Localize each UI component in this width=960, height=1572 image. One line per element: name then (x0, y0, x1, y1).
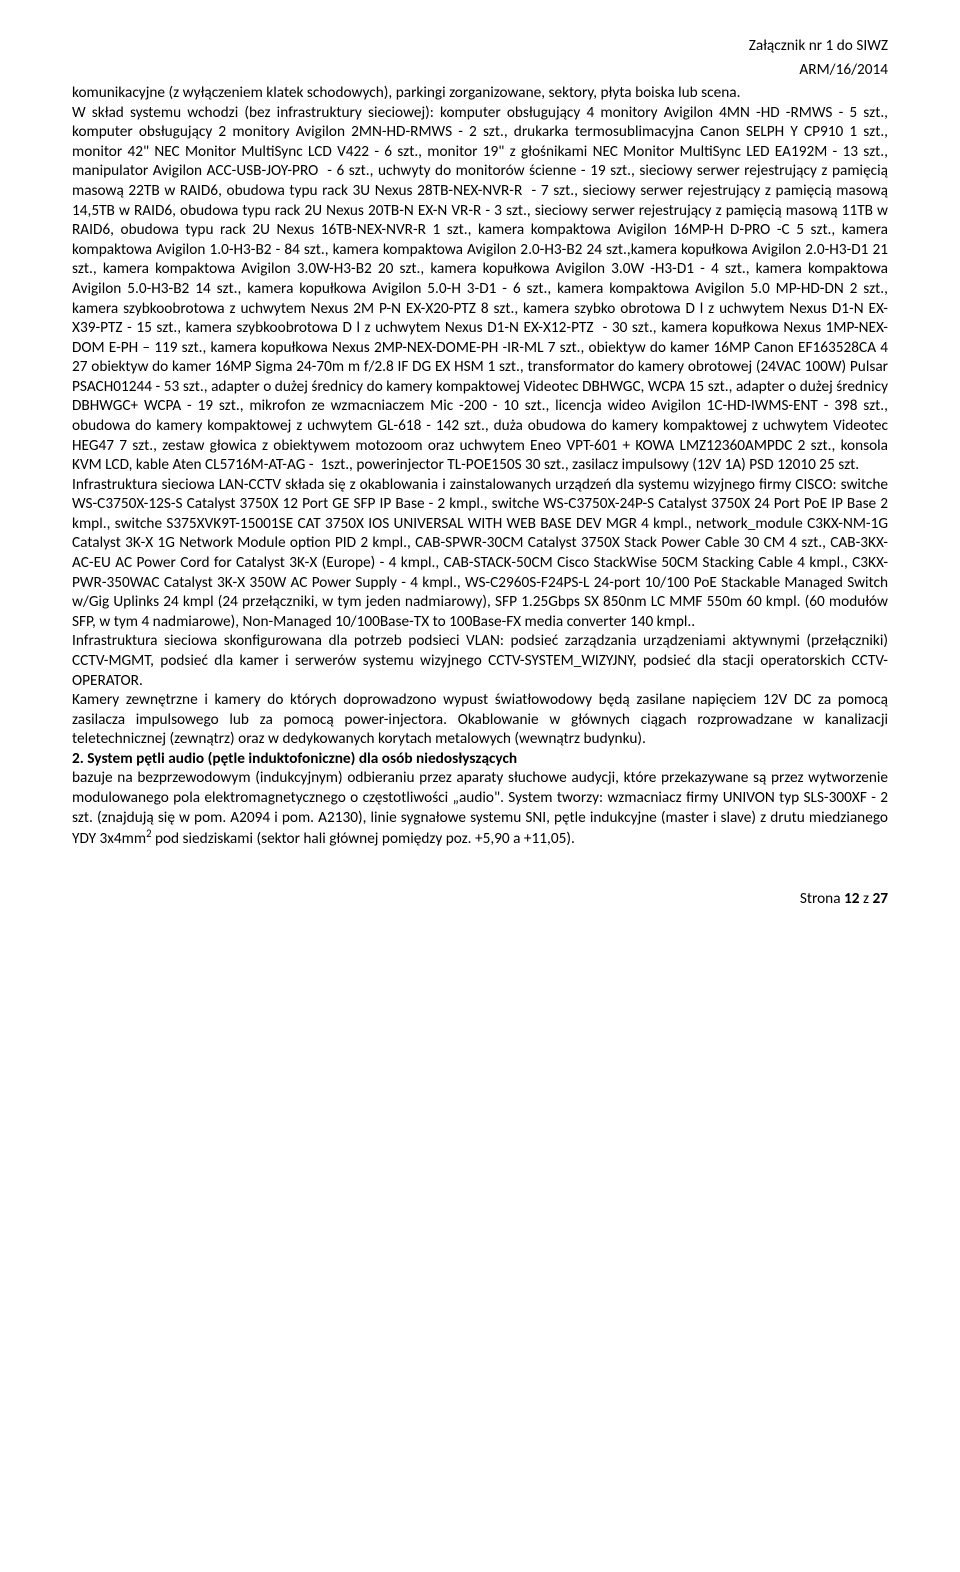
paragraph-6: bazuje na bezprzewodowym (indukcyjnym) o… (72, 768, 888, 848)
header-line2: ARM/16/2014 (72, 60, 888, 80)
page-footer: Strona 12 z 27 (72, 889, 888, 909)
paragraph-4: Infrastruktura sieciowa skonfigurowana d… (72, 631, 888, 690)
heading-2: 2. System pętli audio (pętle induktofoni… (72, 749, 888, 769)
header-line1: Załącznik nr 1 do SIWZ (72, 36, 888, 56)
paragraph-3: Infrastruktura sieciowa LAN-CCTV składa … (72, 475, 888, 632)
paragraph-5: Kamery zewnętrzne i kamery do których do… (72, 690, 888, 749)
paragraph-1: komunikacyjne (z wyłączeniem klatek scho… (72, 83, 888, 103)
paragraph-2: W skład systemu wchodzi (bez infrastrukt… (72, 103, 888, 475)
